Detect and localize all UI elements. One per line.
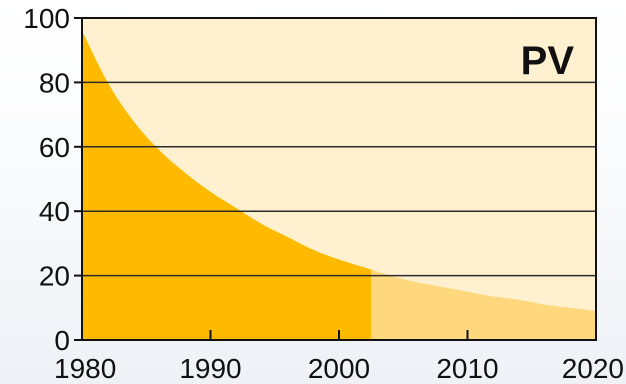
area-segment-highlight <box>82 30 372 340</box>
x-tick-label: 1990 <box>179 353 241 384</box>
y-tick-label: 60 <box>39 132 70 163</box>
y-tick-label: 100 <box>23 3 70 34</box>
gridlines <box>82 81 596 277</box>
x-axis: 1980 1990 2000 2010 2020 <box>54 330 624 384</box>
x-tick-label: 1980 <box>54 353 116 384</box>
x-tick-label: 2000 <box>308 353 370 384</box>
y-tick-label: 0 <box>54 325 70 356</box>
x-tick-label: 2010 <box>436 353 498 384</box>
y-tick-label: 40 <box>39 196 70 227</box>
y-tick-label: 80 <box>39 67 70 98</box>
x-tick-label: 2020 <box>562 353 624 384</box>
area-series <box>82 30 596 340</box>
y-tick-label: 20 <box>39 261 70 292</box>
area-segment-recent <box>371 269 596 340</box>
chart-title: PV <box>521 39 575 83</box>
y-axis: 0 20 40 60 80 100 <box>23 3 82 356</box>
